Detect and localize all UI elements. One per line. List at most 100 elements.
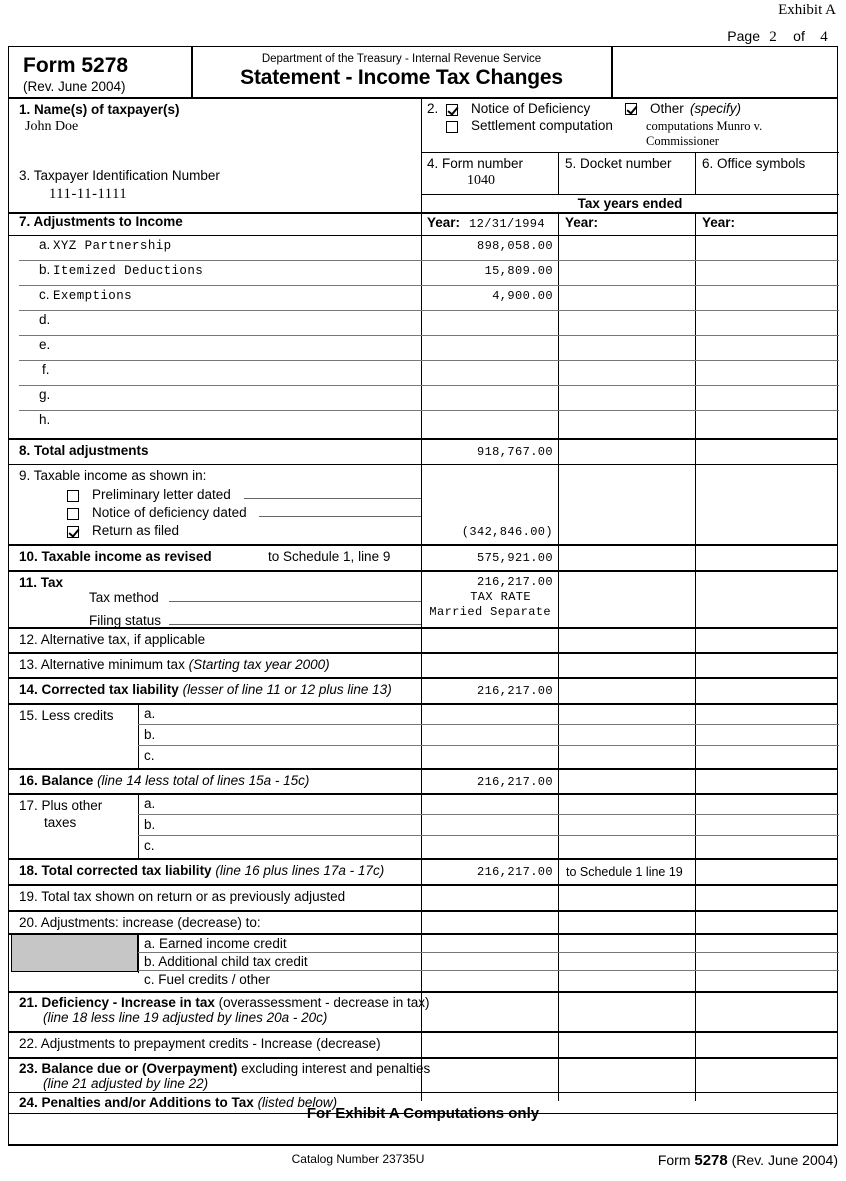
line24-note: (listed below) (257, 1095, 338, 1110)
line11-label: 11. Tax (19, 575, 64, 590)
line8-label: 8. Total adjustments (19, 443, 149, 458)
line15-row-c-letter: c. (144, 748, 155, 763)
tax-method-field[interactable] (169, 590, 421, 602)
line21-note: (overassessment - decrease in tax) (218, 995, 430, 1010)
box5-label: 5. Docket number (565, 156, 672, 171)
form-number-value[interactable]: 1040 (467, 173, 495, 188)
column-divider-2 (558, 212, 559, 1101)
line23-text: 23. Balance due or (Overpayment) (19, 1061, 238, 1076)
footer-form-identity: Form 5278 (Rev. June 2004) (658, 1152, 838, 1169)
line14-col1[interactable]: 216,217.00 (476, 684, 553, 698)
line13-text: 13. Alternative minimum tax (19, 657, 185, 672)
divider (9, 768, 837, 770)
line13-note: (Starting tax year 2000) (188, 657, 330, 672)
divider (9, 1057, 837, 1059)
checkbox-preliminary-letter[interactable] (67, 487, 79, 505)
box6-label: 6. Office symbols (702, 156, 806, 171)
form-revision: (Rev. June 2004) (23, 79, 126, 94)
page-of-label: of (793, 28, 805, 44)
line7-row-a-col1[interactable]: 898,058.00 (476, 239, 553, 253)
box1-label: 1. Name(s) of taxpayer(s) (19, 102, 180, 117)
line17-row-c-letter: c. (144, 838, 155, 853)
line9-col1[interactable]: (342,846.00) (461, 525, 553, 539)
divider (19, 335, 839, 336)
divider (138, 724, 421, 725)
checkbox-notice-of-deficiency[interactable] (446, 101, 458, 119)
filing-status-field[interactable] (169, 613, 421, 625)
checkbox-icon[interactable] (67, 508, 79, 520)
other-specify-value[interactable]: computations Munro v. Commissioner (646, 119, 763, 148)
agency-name: Department of the Treasury - Internal Re… (261, 53, 542, 65)
line7-row-c-col1[interactable]: 4,900.00 (492, 289, 553, 303)
page-total: 4 (820, 29, 828, 45)
page-label: Page (727, 28, 760, 44)
divider (9, 464, 837, 465)
preliminary-letter-date-field[interactable] (244, 487, 421, 499)
taxpayer-name-value[interactable]: John Doe (25, 119, 79, 134)
checkbox-notice-of-deficiency-dated[interactable] (67, 505, 79, 523)
line18-col2[interactable]: to Schedule 1 line 19 (566, 865, 683, 879)
line14-label: 14. Corrected tax liability (lesser of l… (19, 682, 392, 697)
line18-note: (line 16 plus lines 17a - 17c) (215, 863, 385, 878)
year-col-1-value[interactable]: 12/31/1994 (469, 217, 546, 231)
line11-col1-filing-status[interactable]: Married Separate (429, 605, 551, 619)
checkbox-settlement-computation[interactable] (446, 118, 458, 136)
exhibit-computations-note: For Exhibit A Computations only (306, 1105, 540, 1122)
divider (9, 652, 837, 654)
line8-col1[interactable]: 918,767.00 (476, 445, 553, 459)
divider (611, 47, 613, 97)
line17-row-a-letter: a. (144, 796, 156, 811)
line23-note2: (line 21 adjusted by line 22) (43, 1076, 209, 1091)
line14-note: (lesser of line 11 or 12 plus line 13) (182, 682, 392, 697)
line21-label: 21. Deficiency - Increase in tax (overas… (19, 995, 429, 1010)
notice-deficiency-date-field[interactable] (259, 505, 421, 517)
line11-col1-tax-rate[interactable]: TAX RATE (470, 590, 531, 604)
form-name: Form 5278 (23, 54, 129, 77)
line19-label: 19. Total tax shown on return or as prev… (19, 889, 346, 904)
line7-row-e-letter: e. (39, 337, 51, 352)
year-col-2-label: Year: (565, 215, 599, 230)
form-title: Statement - Income Tax Changes (240, 66, 563, 89)
checkbox-icon[interactable] (446, 121, 458, 133)
checkbox-return-as-filed[interactable] (67, 523, 79, 541)
page-number: 2 (769, 29, 777, 45)
checkbox-icon[interactable] (446, 104, 458, 116)
checkbox-icon[interactable] (67, 490, 79, 502)
line11-col1[interactable]: 216,217.00 (476, 575, 553, 589)
checkbox-settlement-computation-label: Settlement computation (471, 118, 613, 133)
divider (9, 1092, 837, 1093)
checkbox-preliminary-letter-label: Preliminary letter dated (92, 487, 231, 502)
form-identity-block: Form 5278 (Rev. June 2004) (9, 47, 191, 97)
column-divider-1 (421, 152, 422, 1101)
line7-row-b-desc[interactable]: Itemized Deductions (53, 264, 204, 278)
line17-label-1: 17. Plus other (19, 798, 103, 813)
line20-row-c-label: c. Fuel credits / other (144, 972, 271, 987)
checkbox-icon[interactable] (67, 526, 79, 538)
checkbox-other-label: Other (650, 101, 684, 116)
line15-row-a-letter: a. (144, 706, 156, 721)
line18-col1[interactable]: 216,217.00 (476, 865, 553, 879)
divider (558, 152, 559, 194)
checkbox-other[interactable] (625, 100, 637, 118)
taxpayer-id-value[interactable]: 111-11-1111 (49, 186, 128, 202)
line20-label: 20. Adjustments: increase (decrease) to: (19, 915, 261, 930)
line20-row-a-label: a. Earned income credit (144, 936, 287, 951)
line16-col1[interactable]: 216,217.00 (476, 775, 553, 789)
line7-row-g-letter: g. (39, 387, 51, 402)
line7-row-c-desc[interactable]: Exemptions (53, 289, 133, 303)
checkbox-icon[interactable] (625, 103, 637, 115)
divider (19, 285, 839, 286)
divider (9, 235, 837, 236)
divider (421, 97, 422, 152)
line7-row-a-desc[interactable]: XYZ Partnership (53, 239, 172, 253)
line23-label: 23. Balance due or (Overpayment) excludi… (19, 1061, 430, 1076)
line10-col1[interactable]: 575,921.00 (476, 551, 553, 565)
line17-row-b-letter: b. (144, 817, 156, 832)
line7-row-b-col1[interactable]: 15,809.00 (484, 264, 553, 278)
divider (138, 952, 839, 953)
divider (19, 360, 839, 361)
footer-form-rev: (Rev. June 2004) (727, 1152, 838, 1168)
divider (138, 933, 139, 973)
line24-label: 24. Penalties and/or Additions to Tax (l… (19, 1095, 337, 1110)
divider (9, 212, 837, 214)
